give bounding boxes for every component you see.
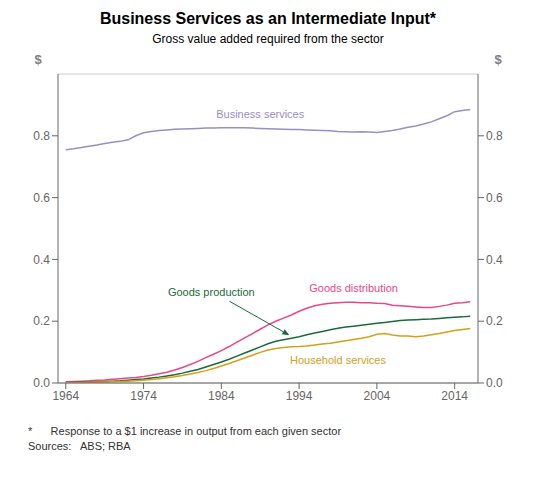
html-text:Business Services as an Interm: Business Services as an Intermediate Inp… [99,10,437,27]
svg-text:0.4: 0.4 [486,253,503,267]
html-text:Gross value added required fro: Gross value added required from the sect… [152,32,384,46]
svg-text:0.0: 0.0 [486,376,503,390]
svg-text:Goods production: Goods production [168,286,255,298]
svg-text:$: $ [34,52,42,67]
svg-text:0.6: 0.6 [486,191,503,205]
svg-text:0.4: 0.4 [33,253,50,267]
svg-text:1964: 1964 [52,389,79,403]
svg-text:Household services: Household services [290,354,386,366]
svg-text:0.2: 0.2 [486,314,503,328]
svg-text:2004: 2004 [364,389,391,403]
svg-text:2014: 2014 [441,389,468,403]
svg-text:0.2: 0.2 [33,314,50,328]
svg-text:1984: 1984 [208,389,235,403]
svg-text:0.0: 0.0 [33,376,50,390]
svg-text:Goods distribution: Goods distribution [309,282,398,294]
svg-text:Business services: Business services [216,108,305,120]
html-text:Sources: ABS; RBA: Sources: ABS; RBA [28,440,131,452]
svg-text:0.8: 0.8 [33,129,50,143]
svg-text:0.8: 0.8 [486,129,503,143]
svg-text:0.6: 0.6 [33,191,50,205]
svg-text:1974: 1974 [130,389,157,403]
html-text:* Response to a $1 increase in: * Response to a $1 increase in output fr… [28,425,342,437]
svg-text:$: $ [494,52,502,67]
svg-text:1994: 1994 [286,389,313,403]
